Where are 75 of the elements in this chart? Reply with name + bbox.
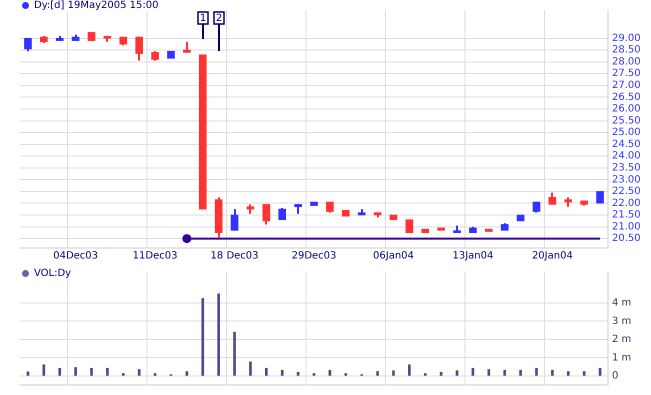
bar: [233, 332, 236, 376]
candlestick: [326, 201, 334, 214]
y-tick-label: 25.00: [612, 127, 641, 138]
bar: [186, 371, 188, 376]
x-tick-label: 20Jan04: [532, 250, 573, 262]
y-tick-label: 25.50: [612, 115, 641, 126]
bar: [408, 364, 411, 376]
candlestick: [262, 203, 270, 226]
y-tick-label: 2 m: [612, 334, 632, 346]
candlestick: [246, 203, 254, 215]
y-tick-label: 4 m: [612, 298, 632, 309]
bar: [58, 368, 62, 376]
bar: [249, 362, 252, 376]
bar: [74, 367, 77, 376]
bar: [535, 368, 538, 376]
bar: [138, 369, 141, 376]
bar: [201, 298, 204, 376]
bar: [90, 368, 93, 376]
candlestick: [24, 37, 32, 52]
y-tick-label: 20.50: [612, 233, 641, 244]
candlestick: [230, 208, 238, 232]
y-tick-label: 21.00: [612, 221, 641, 232]
candlestick: [548, 192, 556, 206]
bar: [122, 373, 125, 376]
y-tick-label: 0: [612, 370, 618, 382]
y-tick-label: 27.50: [612, 68, 641, 80]
bar: [42, 364, 46, 376]
candlestick: [135, 36, 144, 62]
bar: [456, 370, 458, 376]
candlestick: [278, 206, 286, 221]
y-tick-label: 22.50: [612, 186, 641, 198]
bar: [26, 372, 30, 376]
y-tick-label: 24.50: [612, 138, 641, 150]
bar: [392, 370, 395, 376]
x-tick-label: 18 Dec03: [210, 250, 259, 262]
x-tick-label: 13Jan04: [452, 250, 494, 262]
bar: [598, 368, 602, 376]
bar: [344, 373, 348, 376]
bar: [376, 371, 379, 376]
y-tick-label: 1 m: [612, 352, 632, 364]
candlestick: [294, 203, 302, 215]
candlestick: [151, 50, 159, 62]
y-tick-label: 29.00: [612, 32, 641, 44]
bar: [566, 371, 570, 376]
candlestick: [183, 40, 191, 54]
candlestick: [532, 201, 540, 214]
bar: [487, 369, 490, 376]
chart-title: Dy:[d] 19May2005 15:00: [34, 0, 158, 11]
y-tick-label: 21.50: [612, 210, 641, 221]
x-tick-label: 06Jan04: [373, 250, 414, 262]
annotation: 2: [216, 13, 222, 24]
y-tick-label: 26.00: [612, 104, 641, 115]
y-tick-label: 23.50: [612, 162, 641, 174]
x-tick-label: 04Dec03: [53, 250, 98, 262]
y-tick-label: 28.00: [612, 56, 641, 68]
y-tick-label: 23.00: [612, 174, 641, 186]
bar: [264, 368, 268, 376]
candlestick: [564, 196, 572, 208]
chart-title: VOL:Dy: [34, 268, 72, 279]
y-tick-label: 24.00: [612, 150, 641, 162]
y-tick-label: 27.00: [612, 80, 641, 91]
bar: [424, 373, 427, 376]
bar: [106, 368, 109, 376]
y-tick-label: 28.50: [612, 44, 641, 56]
bar: [472, 368, 474, 376]
y-tick-label: 3 m: [612, 316, 632, 327]
bar: [582, 371, 586, 376]
y-tick-label: 26.50: [612, 92, 641, 103]
annotation: 1: [200, 13, 206, 24]
y-tick-label: 22.00: [612, 198, 641, 209]
bar: [154, 373, 156, 376]
x-tick-label: 11Dec03: [132, 250, 178, 262]
x-tick-label: 29Dec03: [292, 250, 336, 262]
bar: [217, 294, 220, 376]
bar: [312, 373, 316, 376]
